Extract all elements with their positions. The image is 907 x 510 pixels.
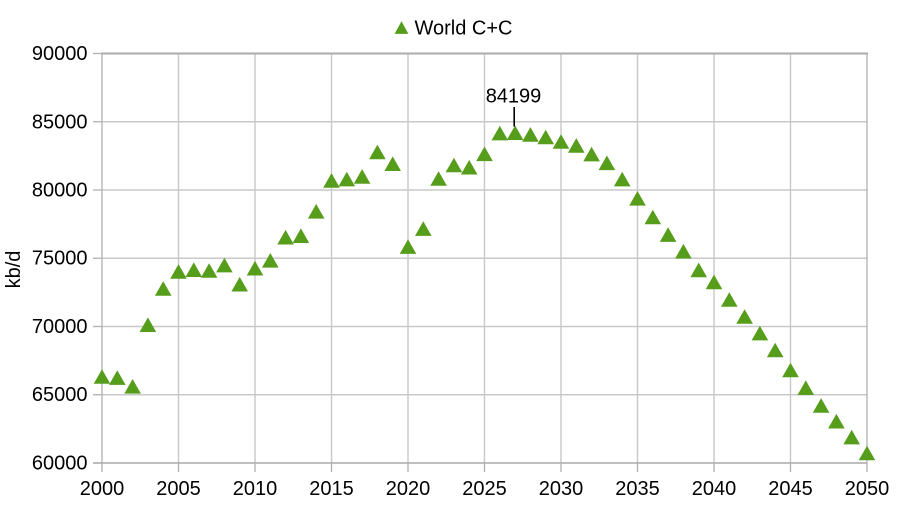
- svg-text:2020: 2020: [386, 478, 431, 500]
- svg-text:2050: 2050: [845, 478, 890, 500]
- svg-text:2035: 2035: [615, 478, 660, 500]
- svg-text:World C+C: World C+C: [415, 17, 513, 39]
- svg-text:84199: 84199: [486, 86, 542, 108]
- svg-text:75000: 75000: [32, 248, 88, 270]
- svg-text:85000: 85000: [32, 111, 88, 133]
- svg-text:80000: 80000: [32, 179, 88, 201]
- svg-text:90000: 90000: [32, 43, 88, 65]
- svg-text:2005: 2005: [156, 478, 201, 500]
- svg-text:2040: 2040: [692, 478, 737, 500]
- svg-text:2030: 2030: [539, 478, 584, 500]
- svg-text:kb/d: kb/d: [3, 251, 25, 289]
- svg-text:70000: 70000: [32, 316, 88, 338]
- svg-text:2045: 2045: [768, 478, 813, 500]
- svg-text:65000: 65000: [32, 384, 88, 406]
- svg-text:2000: 2000: [80, 478, 125, 500]
- svg-text:2015: 2015: [309, 478, 354, 500]
- svg-text:60000: 60000: [32, 452, 88, 474]
- svg-text:2025: 2025: [462, 478, 507, 500]
- svg-text:2010: 2010: [233, 478, 278, 500]
